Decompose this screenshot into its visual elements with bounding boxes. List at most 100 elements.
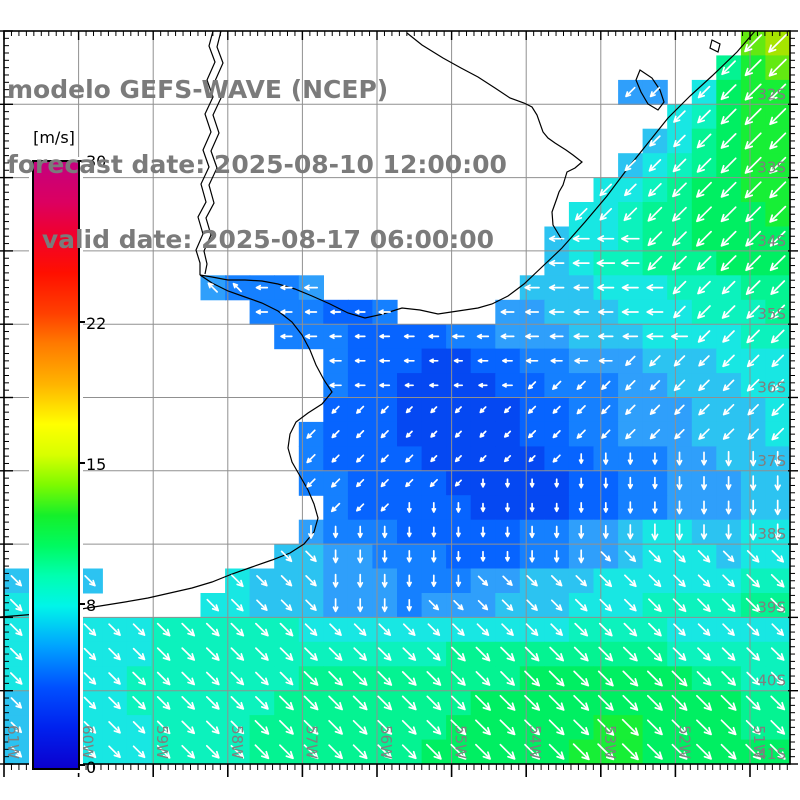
wind-arrow [354, 382, 366, 388]
wind-arrow [573, 333, 589, 340]
wind-arrow [406, 550, 412, 563]
wind-arrow [646, 670, 663, 687]
wind-arrow [256, 575, 268, 587]
wind-arrow [279, 719, 294, 735]
wind-arrow [774, 499, 781, 516]
wind-arrow [280, 575, 293, 587]
wind-arrow [671, 694, 688, 711]
wind-arrow [426, 671, 442, 686]
wind-arrow [625, 380, 636, 391]
wind-arrow [525, 358, 539, 364]
wind-arrow [330, 309, 342, 315]
wind-arrow [230, 744, 245, 759]
map-title: modelo GEFS-WAVE (NCEP) forecast date: 2… [7, 27, 507, 302]
wind-arrow [649, 86, 661, 98]
wind-arrow [550, 623, 563, 636]
lon-label: 51W [750, 725, 768, 759]
wind-arrow [553, 550, 560, 563]
wind-arrow [548, 719, 565, 736]
wind-arrow [652, 476, 658, 490]
wind-arrow [524, 646, 540, 662]
wind-arrow [331, 454, 340, 463]
wind-arrow [698, 379, 710, 392]
wind-arrow [572, 743, 590, 761]
wind-arrow [771, 378, 785, 392]
wind-arrow [722, 330, 735, 343]
wind-arrow [672, 598, 687, 613]
wind-arrow [769, 132, 787, 150]
wind-arrow [454, 406, 462, 414]
wind-arrow [303, 695, 319, 711]
wind-arrow [503, 406, 512, 414]
wind-arrow [500, 671, 515, 686]
coastline-path [635, 69, 665, 111]
wind-arrow [745, 230, 762, 247]
wind-arrow [769, 743, 786, 760]
wind-arrow [205, 744, 220, 759]
lat-label: 32S [757, 85, 786, 103]
wind-arrow [279, 622, 294, 637]
wind-arrow [770, 329, 785, 344]
wind-arrow [406, 501, 412, 513]
wind-arrow [404, 382, 414, 388]
wind-arrow [132, 623, 146, 636]
wind-arrow [747, 403, 759, 416]
wind-arrow [771, 354, 785, 368]
wind-arrow [722, 354, 735, 368]
wind-arrow [356, 478, 365, 488]
wind-arrow [700, 524, 708, 540]
wind-arrow [181, 647, 196, 661]
wind-arrow [232, 282, 242, 293]
wind-arrow [625, 86, 636, 98]
wind-arrow [502, 358, 513, 364]
geo-labels-layer: 61W 60W 59W 58W 57W 56W 55W 54W 53W 52W 51W 32S 33S 3… [4, 85, 786, 763]
wind-arrow [10, 746, 23, 758]
wind-arrow [382, 550, 388, 563]
wind-arrow [722, 379, 735, 392]
wind-arrow [479, 430, 487, 438]
wind-arrow [303, 744, 319, 760]
wind-arrow [505, 478, 510, 488]
wind-arrow [621, 234, 640, 243]
wind-arrow [455, 574, 462, 587]
wind-arrow [746, 354, 760, 368]
wind-arrow [357, 598, 364, 613]
wind-arrow [670, 332, 689, 340]
wind-arrow [599, 183, 613, 197]
wind-arrow [429, 358, 439, 364]
wind-arrow [552, 430, 561, 439]
wind-arrow [455, 501, 461, 513]
wind-arrow [451, 671, 466, 686]
wind-arrow [550, 358, 563, 364]
wind-arrow [770, 304, 786, 320]
wind-arrow [672, 255, 687, 271]
wind-arrow [527, 430, 537, 439]
lat-label: 40S [757, 672, 786, 690]
wind-arrow [356, 430, 365, 439]
wind-arrow [527, 405, 537, 414]
wind-arrow [205, 647, 220, 661]
wind-arrow [550, 575, 563, 587]
wind-arrow [744, 132, 762, 150]
wind-arrow [598, 308, 614, 316]
wind-arrow [108, 721, 121, 734]
wind-arrow [499, 743, 516, 760]
wind-arrow [431, 574, 437, 587]
wind-arrow [306, 478, 316, 488]
wind-arrow [429, 478, 438, 488]
wind-arrow [181, 671, 196, 686]
wind-arrow [524, 743, 541, 760]
coastline-layer [0, 30, 756, 618]
wind-arrow [305, 575, 317, 587]
wind-arrow [548, 259, 565, 267]
wind-arrow [328, 671, 343, 686]
wind-arrow [328, 647, 343, 661]
wind-arrow [646, 743, 663, 760]
wind-arrow [697, 85, 711, 99]
wind-arrow [574, 357, 589, 364]
wind-arrow [623, 622, 638, 637]
wind-arrow [380, 405, 389, 414]
wind-arrow [10, 575, 23, 587]
wind-arrow [452, 333, 465, 340]
